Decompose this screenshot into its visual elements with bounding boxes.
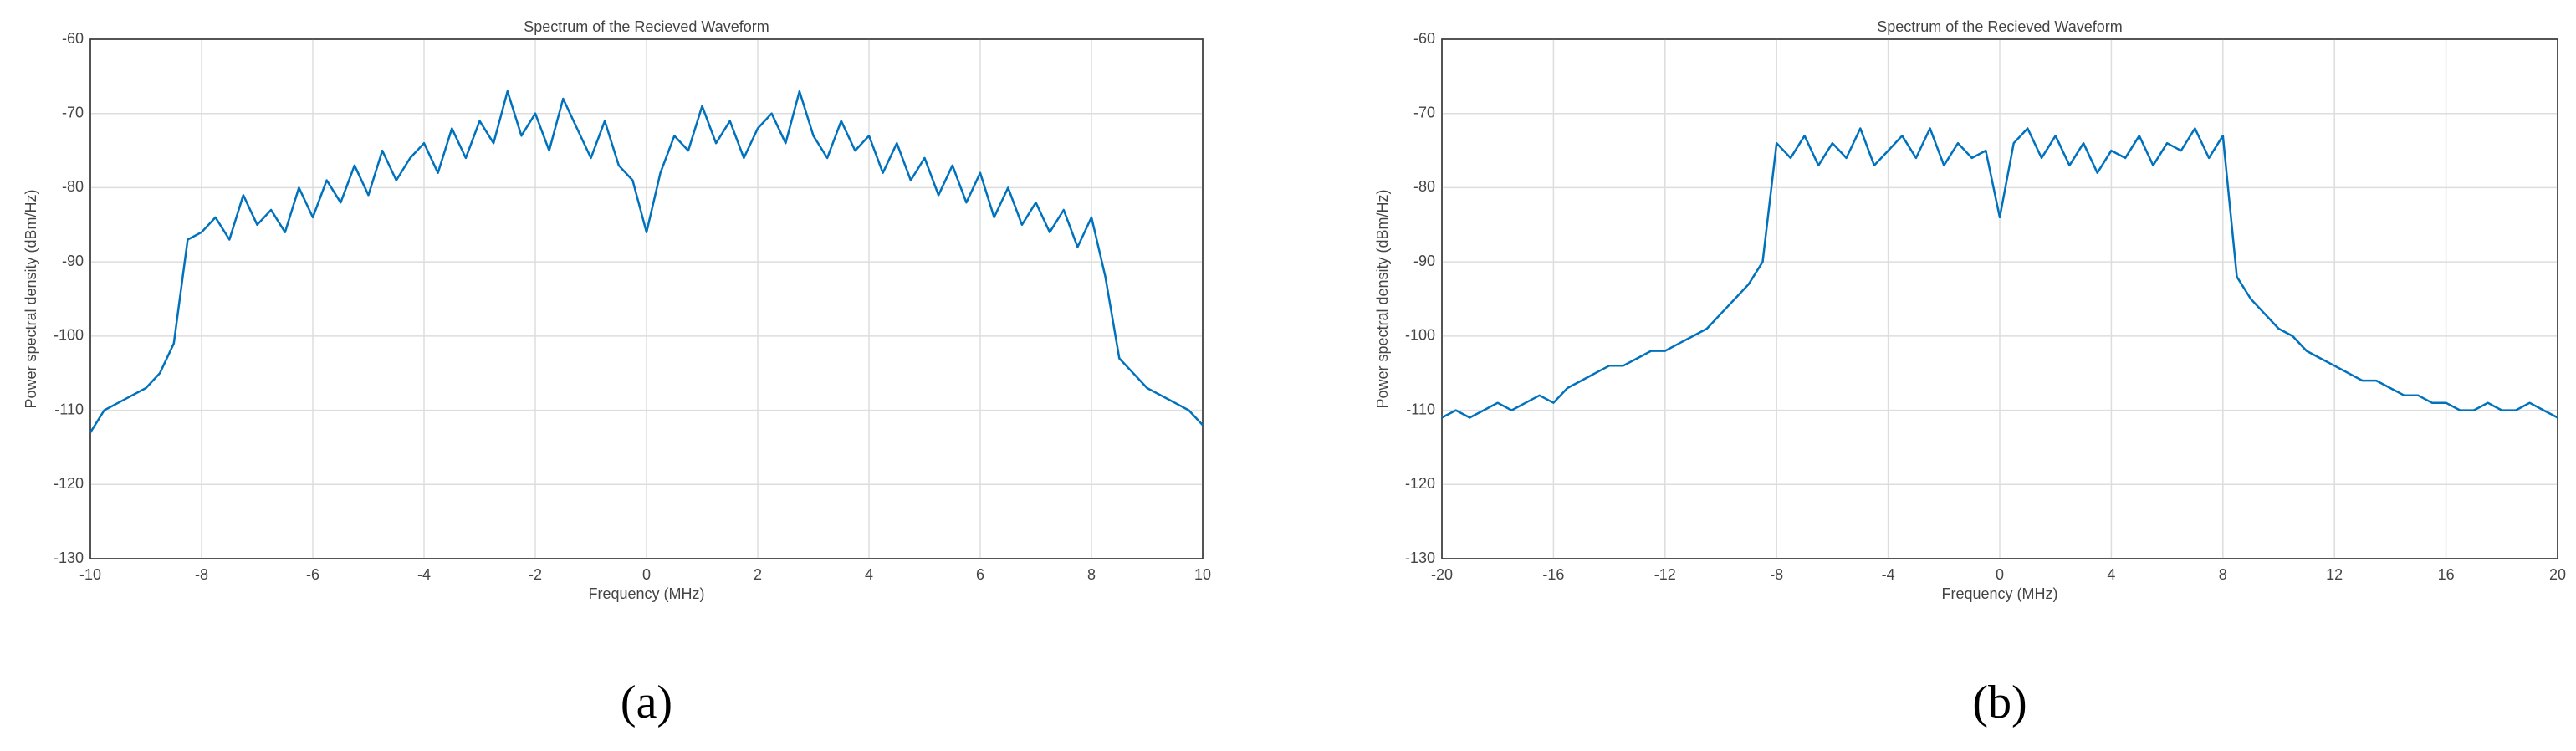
x-tick-label: 16	[2438, 566, 2455, 583]
x-tick-label: 6	[976, 566, 984, 583]
y-tick-label: -90	[62, 253, 84, 269]
panel: -20 -16 -12 -8 -4 0 4 8 12 16 20 -130 -120 -110 -100 -9…	[1374, 18, 2566, 728]
x-tick-label: -20	[1431, 566, 1453, 583]
x-tick-label: -8	[1770, 566, 1783, 583]
x-tick-label: -8	[195, 566, 208, 583]
x-tick-label: 8	[1087, 566, 1096, 583]
x-axis-label: Frequency (MHz)	[588, 585, 704, 602]
y-axis-label: Power spectral density (dBm/Hz)	[23, 189, 39, 408]
x-tick-label: -6	[306, 566, 319, 583]
x-tick-label: 4	[865, 566, 873, 583]
x-axis-label: Frequency (MHz)	[1941, 585, 2057, 602]
x-tick-label: -4	[417, 566, 431, 583]
y-tick-label: -130	[1405, 549, 1435, 566]
x-tick-label: 4	[2107, 566, 2115, 583]
spectrum-line	[1441, 127, 2558, 419]
x-tick-label: 20	[2549, 566, 2566, 583]
y-tick-label: -60	[62, 30, 84, 47]
y-axis-label: Power spectral density (dBm/Hz)	[1374, 189, 1391, 408]
plot-border	[89, 38, 1204, 559]
x-tick-label: -4	[1882, 566, 1895, 583]
chart-title: Spectrum of the Recieved Waveform	[524, 18, 769, 35]
y-tick-label: -100	[54, 327, 84, 344]
y-tick-label: -110	[54, 401, 84, 417]
spectrum-line	[89, 89, 1204, 433]
x-tick-label: -10	[79, 566, 101, 583]
y-tick-label: -70	[1413, 104, 1435, 120]
y-tick-label: -120	[54, 475, 84, 492]
x-tick-label: 8	[2219, 566, 2227, 583]
y-tick-label: -80	[1413, 178, 1435, 195]
y-tick-label: -60	[1413, 30, 1435, 47]
plot-border	[1441, 38, 2558, 559]
y-tick-label: -70	[62, 104, 84, 120]
chart-title: Spectrum of the Recieved Waveform	[1877, 18, 2122, 35]
y-tick-label: -130	[54, 549, 84, 566]
panel: -10 -8 -6 -4 -2 0 2 4 6 8 10 -130 -120 -110 -100 -90 -80…	[23, 18, 1211, 728]
x-tick-label: 12	[2326, 566, 2343, 583]
x-tick-label: -12	[1654, 566, 1676, 583]
y-tick-label: -100	[1405, 327, 1435, 344]
x-tick-label: 10	[1194, 566, 1211, 583]
caption: (a)	[621, 677, 672, 728]
x-tick-label: 2	[754, 566, 762, 583]
x-tick-label: 0	[642, 566, 651, 583]
y-tick-label: -110	[1406, 401, 1435, 417]
y-tick-label: -80	[62, 178, 84, 195]
x-tick-label: 0	[1996, 566, 2004, 583]
y-tick-label: -120	[1405, 475, 1435, 492]
caption: (b)	[1972, 677, 2027, 728]
y-tick-label: -90	[1413, 253, 1435, 269]
x-tick-label: -2	[529, 566, 542, 583]
x-tick-label: -16	[1542, 566, 1564, 583]
